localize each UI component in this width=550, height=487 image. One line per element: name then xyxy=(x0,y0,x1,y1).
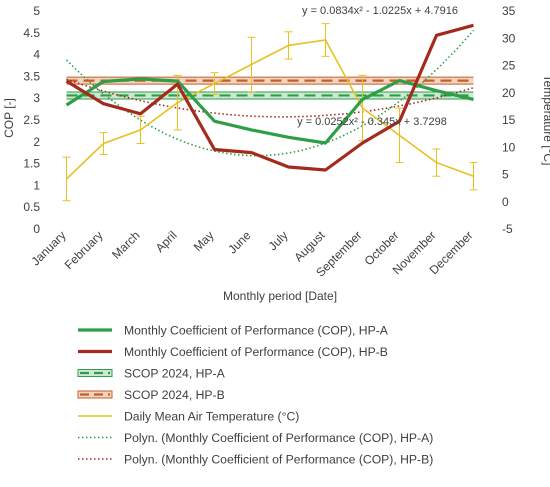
y-right-tick-label: 10 xyxy=(502,140,516,154)
series-layer xyxy=(62,23,478,202)
y-left-tick-label: 4.5 xyxy=(23,26,40,40)
y-left-tick-label: 1.5 xyxy=(23,157,40,171)
legend-label: SCOP 2024, HP-A xyxy=(124,367,226,381)
legend-label: Monthly Coefficient of Performance (COP)… xyxy=(124,324,389,338)
legend-label: Monthly Coefficient of Performance (COP)… xyxy=(124,345,388,359)
y-axis-left-label: COP [-] xyxy=(2,98,16,138)
trendline-equation: y = 0.0252x² - 0.345x + 3.7298 xyxy=(297,116,447,128)
y-left-tick-label: 2.5 xyxy=(23,113,40,127)
temperature-line xyxy=(65,39,474,180)
axes: 00.511.522.533.544.55-505101520253035Jan… xyxy=(23,4,515,280)
y-left-tick-label: 5 xyxy=(33,4,40,18)
y-left-tick-label: 3 xyxy=(33,91,40,105)
legend-item: Monthly Coefficient of Performance (COP)… xyxy=(78,324,389,338)
legend-label: SCOP 2024, HP-B xyxy=(124,388,225,402)
y-right-tick-label: 20 xyxy=(502,86,516,100)
cop-hp-b-line xyxy=(65,23,474,172)
trendline-equation: y = 0.0834x² - 1.0225x + 4.7916 xyxy=(302,5,458,17)
y-left-tick-label: 1 xyxy=(33,178,40,192)
legend-item: SCOP 2024, HP-B xyxy=(77,388,225,402)
legend-item: Polyn. (Monthly Coefficient of Performan… xyxy=(78,431,433,445)
x-tick-label: July xyxy=(266,228,291,253)
y-right-tick-label: 35 xyxy=(502,4,516,18)
y-left-tick-label: 0 xyxy=(33,222,40,236)
legend-item: Monthly Coefficient of Performance (COP)… xyxy=(78,345,388,359)
x-tick-label: April xyxy=(153,228,180,255)
cop-hp-a-line xyxy=(65,77,474,145)
legend-item: Polyn. (Monthly Coefficient of Performan… xyxy=(78,453,433,467)
y-left-tick-label: 4 xyxy=(33,48,40,62)
x-tick-label: February xyxy=(62,228,106,272)
legend-item: Daily Mean Air Temperature (°C) xyxy=(78,410,299,424)
y-right-tick-label: 0 xyxy=(502,195,509,209)
legend-label: Polyn. (Monthly Coefficient of Performan… xyxy=(124,431,433,445)
y-right-tick-label: -5 xyxy=(502,222,513,236)
x-axis-label: Monthly period [Date] xyxy=(223,289,337,303)
legend-label: Polyn. (Monthly Coefficient of Performan… xyxy=(124,453,433,467)
y-right-tick-label: 30 xyxy=(502,31,516,45)
y-left-tick-label: 3.5 xyxy=(23,69,40,83)
annotations: y = 0.0834x² - 1.0225x + 4.7916 y = 0.025… xyxy=(297,5,458,128)
y-left-tick-label: 2 xyxy=(33,135,40,149)
x-tick-label: May xyxy=(191,228,217,254)
y-axis-right-label: Temperature [°C] xyxy=(541,75,550,166)
trendline-poly xyxy=(65,29,475,157)
y-right-tick-label: 25 xyxy=(502,59,516,73)
legend: Monthly Coefficient of Performance (COP)… xyxy=(77,324,433,467)
y-right-tick-label: 5 xyxy=(502,168,509,182)
x-tick-label: March xyxy=(109,228,142,261)
legend-label: Daily Mean Air Temperature (°C) xyxy=(124,410,299,424)
legend-item: SCOP 2024, HP-A xyxy=(77,367,226,381)
y-left-tick-label: 0.5 xyxy=(23,200,40,214)
y-right-tick-label: 15 xyxy=(502,113,516,127)
scop-band xyxy=(66,91,474,99)
x-tick-label: June xyxy=(225,228,254,257)
scop-band xyxy=(66,77,474,85)
